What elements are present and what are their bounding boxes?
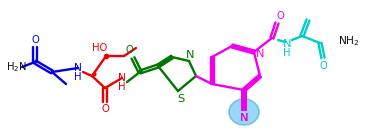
Text: N: N: [74, 63, 82, 73]
Text: HO: HO: [92, 43, 107, 53]
Text: O: O: [319, 61, 327, 71]
Text: H: H: [283, 48, 291, 58]
Text: O: O: [101, 104, 109, 114]
Text: S: S: [177, 94, 184, 104]
Text: N: N: [118, 73, 126, 83]
Ellipse shape: [229, 99, 259, 125]
Text: O: O: [31, 35, 39, 45]
Text: N: N: [240, 113, 248, 123]
Text: H$_2$N: H$_2$N: [6, 60, 27, 74]
Text: NH$_2$: NH$_2$: [338, 34, 359, 48]
Text: O: O: [125, 45, 133, 55]
Text: H: H: [74, 72, 82, 82]
Text: N: N: [283, 39, 291, 49]
Text: N: N: [256, 49, 264, 59]
Text: O: O: [276, 11, 284, 21]
Text: N: N: [186, 50, 194, 60]
Text: N: N: [240, 113, 248, 123]
Text: H: H: [118, 82, 126, 92]
